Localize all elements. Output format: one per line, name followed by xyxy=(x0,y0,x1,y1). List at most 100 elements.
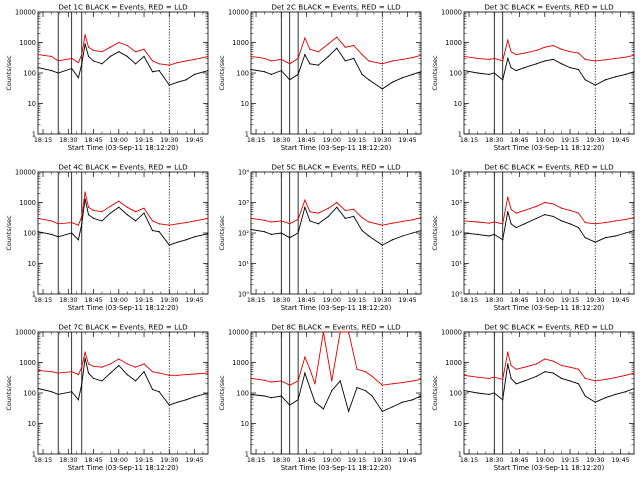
lld-point xyxy=(391,222,393,224)
events-point xyxy=(401,77,404,79)
events-point xyxy=(322,408,324,410)
lld-point xyxy=(381,63,383,65)
events-point xyxy=(488,73,490,75)
events-point xyxy=(81,223,83,225)
lld-point xyxy=(368,221,370,223)
lld-point xyxy=(270,381,272,383)
lld-point xyxy=(250,377,252,380)
lld-point xyxy=(614,57,617,60)
y-tick-label: 1 xyxy=(458,131,462,139)
x-tick-label: 19:00 xyxy=(323,296,341,304)
lld-point xyxy=(207,217,209,220)
lld-point xyxy=(270,60,272,62)
lld-point xyxy=(488,377,490,380)
events-point xyxy=(101,220,103,222)
lld-point xyxy=(151,60,154,62)
x-tick-label: 19:45 xyxy=(611,456,629,464)
events-point xyxy=(168,84,170,86)
events-point xyxy=(633,229,635,232)
events-point xyxy=(502,79,504,81)
lld-point xyxy=(289,223,291,225)
lld-point xyxy=(507,39,509,41)
x-axis-label: Start Time (03-Sep-11 18:12:20) xyxy=(281,304,392,312)
series-line-lld xyxy=(37,351,209,376)
events-point xyxy=(523,380,526,382)
events-point xyxy=(344,60,346,62)
lld-point xyxy=(158,223,160,225)
events-point xyxy=(87,372,90,374)
plot-frame xyxy=(463,11,635,135)
events-point xyxy=(614,393,617,395)
events-point xyxy=(507,363,509,365)
lld-point xyxy=(476,221,479,223)
lld-point xyxy=(57,223,59,225)
events-point xyxy=(633,71,635,73)
lld-point xyxy=(289,384,291,386)
events-point xyxy=(77,399,79,401)
plot-frame xyxy=(250,11,422,135)
x-tick-label: 19:30 xyxy=(373,136,391,144)
events-point xyxy=(185,239,187,241)
series-line-events xyxy=(463,56,635,86)
x-axis-label: Start Time (03-Sep-11 18:12:20) xyxy=(494,144,605,152)
lld-point xyxy=(507,351,509,353)
y-tick-label: 1 xyxy=(32,131,36,139)
lld-point xyxy=(544,46,546,48)
events-point xyxy=(118,51,120,53)
lld-point xyxy=(577,212,580,214)
lld-point xyxy=(624,56,627,58)
events-point xyxy=(158,231,160,233)
lld-point xyxy=(463,55,465,58)
events-point xyxy=(510,67,512,69)
events-point xyxy=(604,237,606,239)
events-point xyxy=(309,63,311,65)
events-point xyxy=(463,69,465,72)
events-point xyxy=(552,58,554,60)
plot-frame xyxy=(463,331,635,455)
plot-frame xyxy=(37,11,209,135)
lld-point xyxy=(280,380,282,382)
chart-title: Det 2C BLACK = Events, RED = LLD xyxy=(271,3,401,12)
y-tick-label: 10³ xyxy=(238,199,249,207)
events-point xyxy=(207,392,209,394)
y-tick-label: 10 xyxy=(241,100,249,108)
events-point xyxy=(502,239,504,241)
y-tick-label: 10000 xyxy=(228,329,249,337)
lld-point xyxy=(50,220,53,222)
series-line-lld xyxy=(463,38,635,62)
series-line-events xyxy=(37,357,209,406)
events-point xyxy=(135,63,137,65)
events-point xyxy=(515,383,517,385)
events-point xyxy=(118,206,120,208)
events-point xyxy=(336,47,338,49)
lld-point xyxy=(420,378,422,380)
events-point xyxy=(250,228,252,231)
x-tick-label: 18:30 xyxy=(485,136,503,144)
x-tick-label: 18:30 xyxy=(272,296,290,304)
events-point xyxy=(250,68,252,71)
lld-point xyxy=(304,37,306,39)
events-point xyxy=(37,387,39,390)
lld-point xyxy=(185,374,187,376)
series-line-events xyxy=(250,47,422,90)
lld-point xyxy=(584,221,586,224)
lld-point xyxy=(411,219,414,221)
lld-point xyxy=(77,374,79,376)
events-point xyxy=(158,69,160,72)
lld-point xyxy=(297,218,299,220)
x-tick-label: 19:15 xyxy=(135,136,153,144)
y-tick-label: 1 xyxy=(245,451,249,459)
events-point xyxy=(561,377,563,380)
events-point xyxy=(81,383,83,385)
events-point xyxy=(263,395,266,397)
events-point xyxy=(151,229,154,232)
events-point xyxy=(493,392,495,394)
events-point xyxy=(594,241,596,243)
x-tick-label: 18:30 xyxy=(272,136,290,144)
y-tick-label: 10000 xyxy=(228,9,249,17)
lld-point xyxy=(177,61,179,64)
events-point xyxy=(344,217,346,220)
events-point xyxy=(314,401,316,403)
lld-point xyxy=(391,60,393,62)
